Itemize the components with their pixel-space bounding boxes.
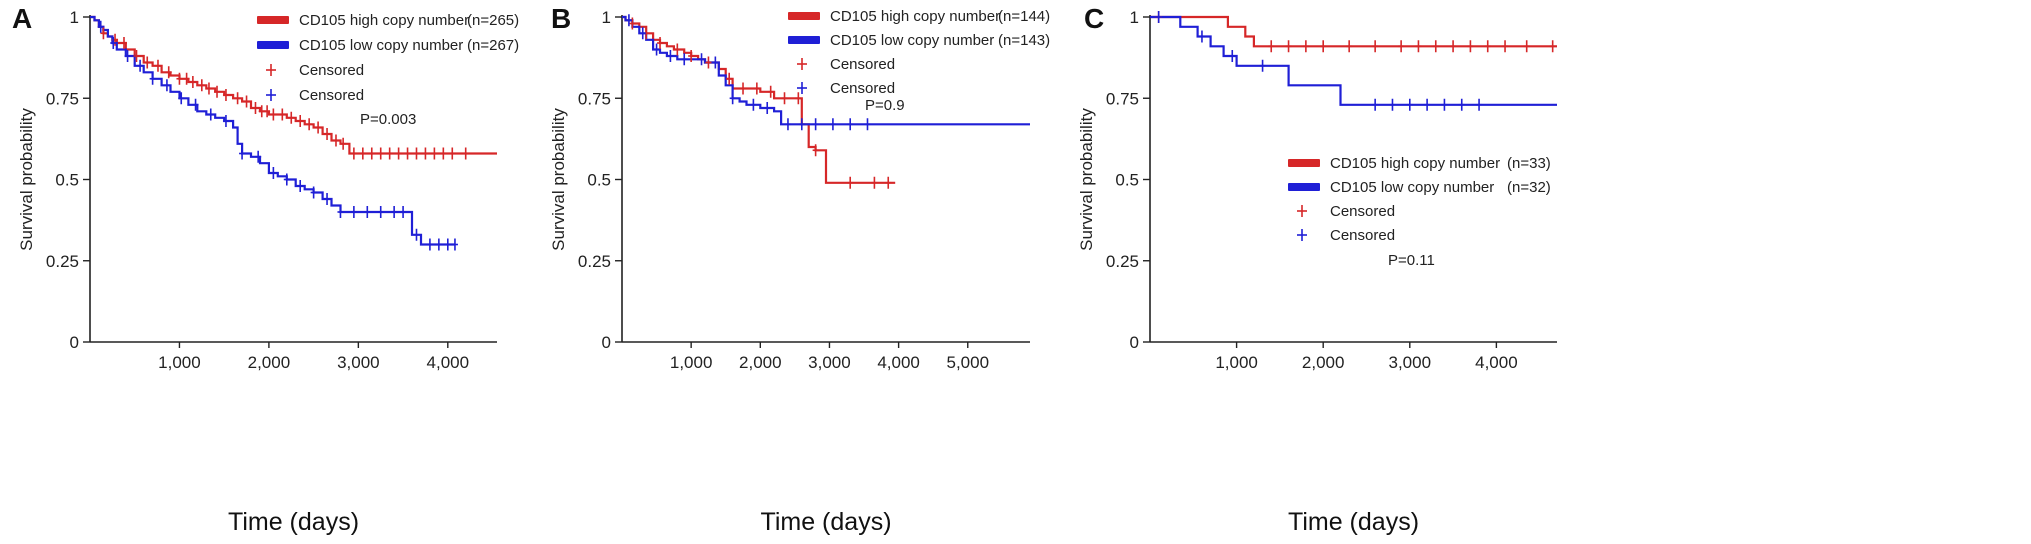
- y-tick-label: 0.25: [1106, 252, 1139, 271]
- legend-label: Censored: [1330, 203, 1395, 220]
- legend-count: (n=144): [998, 8, 1050, 25]
- x-tick-label: 3,000: [1389, 353, 1432, 372]
- panel-letter: A: [12, 3, 32, 34]
- x-tick-label: 3,000: [337, 353, 380, 372]
- survival-curve-low: [622, 15, 1030, 126]
- x-tick-label: 1,000: [1215, 353, 1258, 372]
- x-tick-label: 3,000: [808, 353, 851, 372]
- x-axis-label: Time (days): [760, 508, 891, 536]
- x-tick-label: 2,000: [248, 353, 291, 372]
- y-tick-label: 0.75: [46, 89, 79, 108]
- panel-letter: B: [551, 3, 571, 34]
- y-axis-label: Survival probability: [549, 108, 568, 251]
- p-value: P=0.9: [865, 97, 905, 114]
- legend-swatch-line: [1288, 183, 1320, 191]
- legend-label: Censored: [830, 56, 895, 73]
- legend-swatch-line: [788, 36, 820, 44]
- y-axis-label: Survival probability: [17, 108, 36, 251]
- legend-count: (n=33): [1507, 155, 1551, 172]
- legend-label: Censored: [299, 62, 364, 79]
- legend-count: (n=143): [998, 32, 1050, 49]
- legend-count: (n=265): [467, 12, 519, 29]
- legend-label: Censored: [830, 80, 895, 97]
- y-tick-label: 0.75: [578, 89, 611, 108]
- y-tick-label: 1: [1130, 8, 1139, 27]
- x-tick-label: 4,000: [877, 353, 920, 372]
- y-tick-label: 0: [602, 333, 611, 352]
- panel-B: B 0 0.25 0.5 0.75 1 1,000 2,000 3,000 4,000 5,000 T…: [549, 3, 1050, 536]
- x-tick-label: 2,000: [1302, 353, 1345, 372]
- y-tick-label: 1: [70, 8, 79, 27]
- p-value: P=0.003: [360, 111, 416, 128]
- y-tick-label: 0.75: [1106, 89, 1139, 108]
- x-axis-label: Time (days): [1288, 508, 1419, 536]
- legend-count: (n=32): [1507, 179, 1551, 196]
- y-tick-label: 0.25: [578, 252, 611, 271]
- y-tick-label: 0: [70, 333, 79, 352]
- legend-label: CD105 low copy number: [299, 37, 463, 54]
- y-tick-label: 1: [602, 8, 611, 27]
- survival-curve-high: [1150, 15, 1557, 48]
- panel-letter: C: [1084, 3, 1104, 34]
- y-axis-label: Survival probability: [1077, 108, 1096, 251]
- survival-curve-low: [1150, 15, 1557, 106]
- x-tick-label: 1,000: [670, 353, 713, 372]
- x-tick-label: 4,000: [427, 353, 470, 372]
- legend-label: CD105 high copy number: [1330, 155, 1500, 172]
- legend-label: CD105 low copy number: [1330, 179, 1494, 196]
- x-axis-label: Time (days): [228, 508, 359, 536]
- legend-label: CD105 high copy number: [830, 8, 1000, 25]
- legend-count: (n=267): [467, 37, 519, 54]
- legend-label: Censored: [299, 87, 364, 104]
- legend-swatch-line: [1288, 159, 1320, 167]
- x-tick-label: 4,000: [1475, 353, 1518, 372]
- x-tick-label: 1,000: [158, 353, 201, 372]
- legend-swatch-line: [257, 16, 289, 24]
- panel-C: C 0 0.25 0.5 0.75 1 1,000 2,000 3,000 4,000 Time (…: [1077, 3, 1557, 536]
- panel-A: A 0 0.25 0.5 0.75 1 1,000 2,000 3,000 4,000 Time (…: [12, 3, 519, 536]
- y-tick-label: 0.5: [587, 171, 611, 190]
- legend-swatch-line: [788, 12, 820, 20]
- y-tick-label: 0.5: [55, 171, 79, 190]
- x-tick-label: 5,000: [946, 353, 989, 372]
- p-value: P=0.11: [1388, 252, 1435, 269]
- y-tick-label: 0: [1130, 333, 1139, 352]
- y-tick-label: 0.25: [46, 252, 79, 271]
- legend-label: Censored: [1330, 227, 1395, 244]
- legend-label: CD105 low copy number: [830, 32, 994, 49]
- legend-label: CD105 high copy number: [299, 12, 469, 29]
- x-tick-label: 2,000: [739, 353, 782, 372]
- y-tick-label: 0.5: [1115, 171, 1139, 190]
- legend-swatch-line: [257, 41, 289, 49]
